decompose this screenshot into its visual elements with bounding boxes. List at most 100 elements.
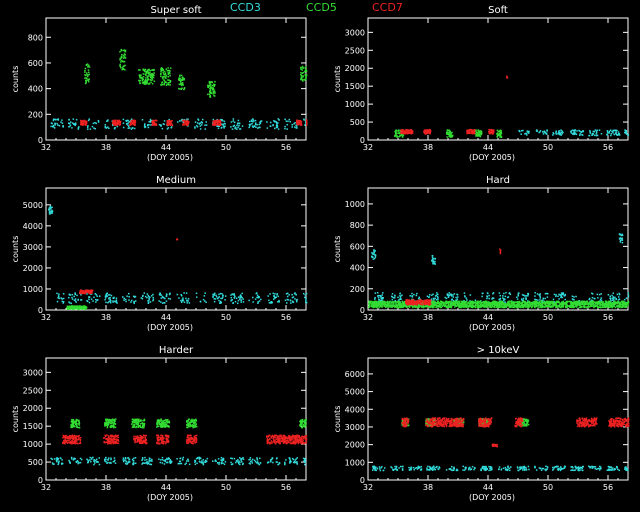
data-point [533,303,535,306]
data-point [511,301,514,303]
data-point [606,130,609,132]
data-point [579,133,581,135]
data-point [383,300,385,303]
data-point [58,297,61,300]
data-point [67,306,70,309]
data-point [219,123,222,126]
data-point [503,299,505,301]
data-point [424,129,427,132]
data-point [181,118,184,121]
data-point [403,132,405,134]
data-point [561,304,563,306]
data-point [269,125,272,128]
data-point [463,306,465,309]
data-point [87,80,90,83]
x-tick-label: 44 [161,143,171,152]
data-point [453,304,456,306]
data-point [216,297,219,300]
data-point [160,73,162,75]
data-point [148,73,150,75]
data-point [449,302,452,305]
data-point [568,305,571,308]
data-point [583,302,586,304]
data-point [123,65,126,67]
y-tick-label: 800 [28,33,43,42]
data-point [376,304,378,306]
x-tick-label: 50 [543,143,553,152]
data-point [252,119,254,121]
data-point [508,306,510,308]
data-point [213,298,216,300]
data-point [511,306,514,308]
data-point [98,295,101,297]
data-point [529,303,531,305]
data-point [384,301,386,303]
data-point [510,300,512,303]
data-point [94,293,97,295]
data-point [598,293,601,296]
data-point [257,127,259,129]
y-tick-label: 3000 [345,28,365,37]
data-point [480,306,482,309]
data-point [255,126,257,128]
data-point [578,306,581,309]
data-point [149,301,152,303]
data-point [125,300,127,303]
data-point [110,294,113,297]
data-point [373,251,375,254]
data-point [388,302,391,304]
data-point [377,300,380,303]
data-point [163,302,166,304]
data-point [499,298,501,300]
data-point [182,84,184,86]
data-point [408,130,411,132]
data-point [507,300,510,303]
data-point [304,121,307,123]
data-point [446,136,448,138]
data-point [268,302,271,304]
data-point [550,305,552,308]
y-tick-label: 2000 [23,404,43,413]
data-point [434,295,437,297]
data-point [154,122,157,125]
data-point [540,303,542,306]
data-point [434,304,437,307]
data-point [527,301,530,303]
data-point [150,120,153,122]
data-point [148,121,150,123]
data-point [420,303,423,306]
data-point [152,299,154,302]
data-point [83,308,86,310]
data-point [368,306,370,309]
data-point [419,303,422,306]
data-point [428,130,431,132]
data-point [576,302,578,304]
data-point [208,81,211,83]
data-point [494,300,497,303]
data-point [575,306,578,308]
data-point [498,292,501,294]
data-point [412,299,415,301]
data-point [524,304,527,307]
data-point [613,298,615,300]
data-point [625,132,627,135]
data-point [579,130,581,133]
data-point [402,302,405,305]
data-point [592,303,594,305]
data-point [431,259,433,262]
data-point [167,297,170,300]
data-point [127,125,130,128]
data-point [284,127,286,130]
data-point [507,302,510,305]
data-point [395,133,397,135]
data-point [146,79,148,82]
data-point [521,294,524,296]
data-point [84,289,87,292]
data-point [607,305,610,308]
data-point [434,302,437,304]
data-point [395,303,398,305]
data-point [214,298,216,300]
data-point [591,305,593,307]
data-point [163,82,166,85]
data-point [385,306,387,309]
